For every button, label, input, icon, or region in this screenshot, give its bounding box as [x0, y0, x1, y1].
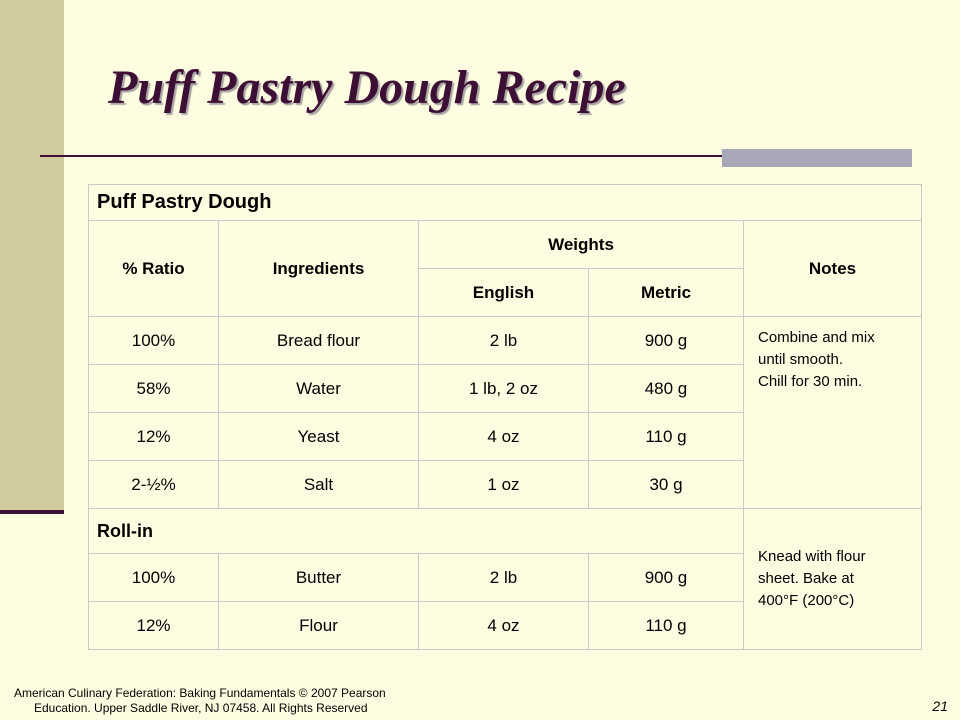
- header-ratio: % Ratio: [88, 220, 219, 317]
- ratio-cell: 100%: [88, 316, 219, 365]
- rollin-title: Roll-in: [88, 508, 744, 554]
- header-english: English: [418, 268, 589, 317]
- metric-weight-cell: 110 g: [588, 601, 744, 650]
- recipe-table: Puff Pastry Dough % Ratio Ingredients We…: [87, 184, 923, 650]
- subheader-row: English Metric: [89, 268, 922, 317]
- header-weights: Weights: [418, 220, 744, 269]
- table-title: Puff Pastry Dough: [87, 184, 923, 221]
- ratio-cell: 12%: [88, 412, 219, 461]
- left-accent-underline: [0, 510, 64, 514]
- table-row: 58% Water 1 lb, 2 oz 480 g: [88, 364, 922, 413]
- ingredient-cell: Butter: [218, 553, 419, 602]
- note-line: sheet. Bake at: [758, 570, 854, 587]
- rollin-title-row: Roll-in Knead with flour sheet. Bake at …: [88, 508, 923, 650]
- rollin-notes-cell: Knead with flour sheet. Bake at 400°F (2…: [742, 508, 923, 650]
- note-line: Knead with flour: [758, 548, 866, 565]
- metric-weight-cell: 30 g: [588, 460, 744, 509]
- english-weight-cell: 2 lb: [418, 553, 589, 602]
- slide-title: Puff Pastry Dough Recipe: [108, 61, 626, 114]
- ratio-cell: 12%: [88, 601, 219, 650]
- title-divider-accent: [722, 149, 912, 167]
- ratio-cell: 2-½%: [88, 460, 219, 509]
- header-ingredients: Ingredients: [218, 220, 419, 317]
- metric-weight-cell: 110 g: [588, 412, 744, 461]
- table-row: 100% Bread flour 2 lb 900 g Combine and …: [88, 316, 923, 509]
- table-row: 12% Yeast 4 oz 110 g: [88, 412, 922, 461]
- header-row: % Ratio Ingredients Weights Notes: [88, 220, 923, 317]
- table-title-row: Puff Pastry Dough: [87, 184, 923, 221]
- english-weight-cell: 4 oz: [418, 601, 589, 650]
- ingredient-cell: Bread flour: [218, 316, 419, 365]
- note-line: 400°F (200°C): [758, 592, 855, 609]
- ratio-cell: 100%: [88, 553, 219, 602]
- page-number: 21: [932, 698, 948, 714]
- ingredient-cell: Flour: [218, 601, 419, 650]
- metric-weight-cell: 480 g: [588, 364, 744, 413]
- metric-weight-cell: 900 g: [588, 553, 744, 602]
- header-notes: Notes: [742, 220, 923, 317]
- dough-notes-cell: Combine and mix until smooth. Chill for …: [742, 316, 923, 509]
- header-metric: Metric: [588, 268, 744, 317]
- footer-line-1: American Culinary Federation: Baking Fun…: [14, 686, 386, 700]
- note-line: Combine and mix: [758, 329, 875, 346]
- title-divider: [40, 155, 912, 157]
- copyright-footer: American Culinary Federation: Baking Fun…: [14, 686, 444, 716]
- note-line: Chill for 30 min.: [758, 373, 863, 390]
- metric-weight-cell: 900 g: [588, 316, 744, 365]
- left-accent-bar: [0, 0, 64, 510]
- table-row: 12% Flour 4 oz 110 g: [88, 601, 922, 650]
- ingredient-cell: Water: [218, 364, 419, 413]
- english-weight-cell: 2 lb: [418, 316, 589, 365]
- table-row: 2-½% Salt 1 oz 30 g: [88, 460, 922, 509]
- ingredient-cell: Yeast: [218, 412, 419, 461]
- english-weight-cell: 1 lb, 2 oz: [418, 364, 589, 413]
- english-weight-cell: 1 oz: [418, 460, 589, 509]
- footer-line-2: Education. Upper Saddle River, NJ 07458.…: [34, 701, 368, 715]
- ratio-cell: 58%: [88, 364, 219, 413]
- english-weight-cell: 4 oz: [418, 412, 589, 461]
- ingredient-cell: Salt: [218, 460, 419, 509]
- note-line: until smooth.: [758, 351, 844, 368]
